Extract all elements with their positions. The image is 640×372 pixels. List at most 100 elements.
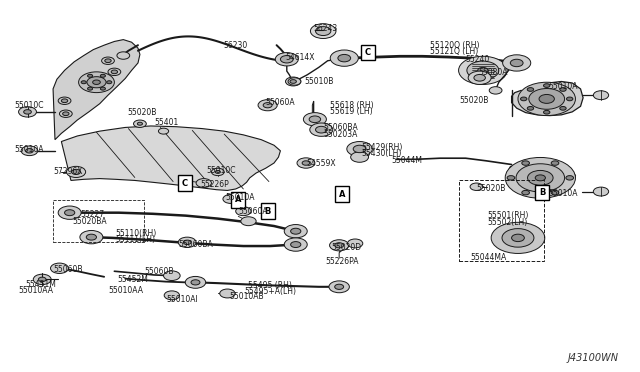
- Circle shape: [185, 276, 205, 288]
- Text: 55240: 55240: [466, 55, 490, 64]
- Text: 55010B: 55010B: [304, 77, 333, 86]
- Text: 55120Q (RH): 55120Q (RH): [430, 41, 479, 51]
- Text: 55080A: 55080A: [478, 68, 508, 77]
- Text: 55020BA: 55020BA: [72, 217, 107, 226]
- Circle shape: [291, 228, 301, 234]
- Circle shape: [61, 99, 68, 103]
- Circle shape: [310, 24, 336, 38]
- Text: 55226PA: 55226PA: [325, 257, 358, 266]
- Text: 57296X: 57296X: [53, 167, 83, 176]
- Text: 56243: 56243: [313, 24, 337, 33]
- Circle shape: [183, 240, 191, 244]
- Circle shape: [522, 161, 529, 165]
- Circle shape: [347, 141, 372, 156]
- Circle shape: [211, 168, 224, 176]
- Circle shape: [280, 55, 293, 63]
- Circle shape: [316, 27, 331, 36]
- Circle shape: [543, 84, 550, 87]
- Circle shape: [63, 112, 69, 116]
- Circle shape: [551, 161, 559, 165]
- Circle shape: [297, 158, 315, 168]
- Circle shape: [560, 106, 566, 110]
- Circle shape: [491, 222, 545, 253]
- Circle shape: [566, 176, 573, 180]
- Text: 55044M: 55044M: [392, 155, 422, 164]
- Text: 55060BA: 55060BA: [323, 123, 358, 132]
- Circle shape: [316, 126, 327, 133]
- Circle shape: [329, 281, 349, 293]
- Text: 55110(RH): 55110(RH): [116, 229, 157, 238]
- Circle shape: [527, 88, 534, 91]
- Circle shape: [241, 217, 256, 226]
- Circle shape: [258, 100, 277, 111]
- Text: 55020D: 55020D: [332, 243, 362, 251]
- Circle shape: [102, 57, 115, 64]
- Circle shape: [284, 225, 307, 238]
- Text: 55060B: 55060B: [145, 267, 174, 276]
- Text: 55010A: 55010A: [15, 145, 44, 154]
- Circle shape: [164, 271, 180, 280]
- Circle shape: [196, 179, 211, 187]
- Circle shape: [309, 116, 321, 123]
- Circle shape: [86, 234, 97, 240]
- Bar: [335, 186, 349, 202]
- Circle shape: [58, 206, 81, 219]
- Circle shape: [502, 55, 531, 71]
- Text: 55227: 55227: [81, 211, 105, 219]
- Text: 55430(LH): 55430(LH): [362, 149, 402, 158]
- Text: J43100WN: J43100WN: [568, 353, 619, 363]
- Circle shape: [79, 72, 115, 93]
- Circle shape: [335, 284, 344, 289]
- Circle shape: [100, 87, 106, 90]
- Circle shape: [178, 237, 196, 247]
- Circle shape: [310, 123, 333, 137]
- Circle shape: [510, 59, 523, 67]
- Text: 56230: 56230: [223, 41, 248, 51]
- Text: 55010C: 55010C: [206, 166, 236, 175]
- Circle shape: [489, 87, 502, 94]
- Text: 55226P: 55226P: [200, 180, 228, 189]
- Circle shape: [527, 170, 553, 185]
- Circle shape: [353, 145, 366, 153]
- Text: 55010AA: 55010AA: [108, 286, 143, 295]
- Circle shape: [100, 74, 106, 77]
- Circle shape: [470, 183, 483, 190]
- Circle shape: [527, 106, 534, 110]
- Circle shape: [67, 166, 86, 177]
- Circle shape: [138, 122, 143, 125]
- Circle shape: [111, 70, 118, 74]
- Circle shape: [290, 80, 296, 83]
- Circle shape: [134, 120, 147, 128]
- Circle shape: [543, 110, 550, 114]
- Text: 55060A: 55060A: [266, 98, 295, 107]
- Circle shape: [551, 190, 559, 195]
- Circle shape: [593, 187, 609, 196]
- Text: 55502(LH): 55502(LH): [487, 218, 527, 227]
- Circle shape: [507, 176, 515, 180]
- Circle shape: [474, 74, 485, 81]
- Circle shape: [80, 231, 103, 244]
- Circle shape: [477, 67, 488, 73]
- Circle shape: [502, 229, 534, 247]
- Circle shape: [467, 61, 499, 80]
- Circle shape: [593, 91, 609, 100]
- Circle shape: [236, 207, 251, 216]
- Circle shape: [518, 82, 575, 116]
- Text: 55044MA: 55044MA: [470, 253, 506, 262]
- Circle shape: [65, 210, 75, 216]
- Circle shape: [511, 234, 524, 241]
- Circle shape: [522, 190, 529, 195]
- Text: 55495+A(LH): 55495+A(LH): [244, 287, 297, 296]
- Text: 54559X: 54559X: [306, 159, 335, 168]
- Circle shape: [159, 128, 169, 134]
- Text: 550203A: 550203A: [323, 129, 358, 139]
- Circle shape: [263, 103, 272, 108]
- Circle shape: [88, 74, 93, 77]
- Text: 55401: 55401: [154, 118, 178, 127]
- Bar: [460, 180, 543, 261]
- Circle shape: [560, 88, 566, 91]
- Circle shape: [72, 169, 81, 174]
- Bar: [535, 185, 549, 201]
- Text: 55060A: 55060A: [238, 207, 268, 216]
- Text: B: B: [264, 207, 271, 216]
